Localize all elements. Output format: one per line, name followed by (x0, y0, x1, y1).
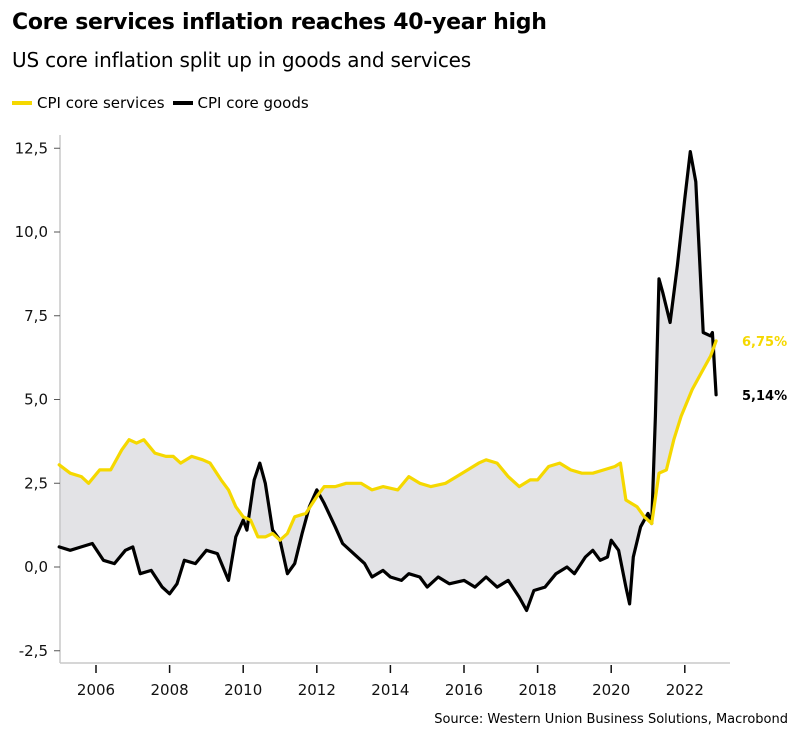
series-line-cpi-core-services (57, 339, 718, 542)
x-tick-label: 2022 (666, 681, 704, 699)
legend: CPI core services CPI core goods (12, 94, 317, 112)
chart-subtitle: US core inflation split up in goods and … (12, 48, 471, 72)
legend-swatch-goods (172, 101, 193, 105)
y-tick-label: 0,0 (24, 558, 48, 576)
legend-label-goods: CPI core goods (197, 94, 309, 112)
y-axis-ticks: -2,5 0,0 2,5 5,0 7,5 10,0 12,5 (15, 139, 60, 660)
x-tick-label: 2008 (151, 681, 189, 699)
y-tick-label: 7,5 (24, 307, 48, 325)
y-tick-label: -2,5 (19, 642, 48, 660)
legend-swatch-services (12, 101, 32, 105)
x-tick-label: 2010 (224, 681, 262, 699)
end-labels: 6,75% 5,14% (742, 335, 787, 404)
y-tick-label: 10,0 (15, 223, 48, 241)
end-label-goods: 5,14% (742, 389, 787, 404)
x-tick-label: 2006 (77, 681, 115, 699)
x-tick-label: 2016 (445, 681, 483, 699)
fill-area-polygon (59, 155, 717, 609)
end-label-services: 6,75% (742, 335, 787, 350)
legend-item-goods: CPI core goods (172, 94, 309, 112)
series-lines (57, 150, 718, 613)
chart-title: Core services inflation reaches 40-year … (12, 10, 547, 35)
legend-item-services: CPI core services (12, 94, 165, 112)
x-tick-label: 2014 (371, 681, 409, 699)
x-tick-label: 2018 (519, 681, 557, 699)
legend-label-services: CPI core services (37, 94, 165, 112)
y-tick-label: 5,0 (24, 391, 48, 409)
y-tick-label: 2,5 (24, 474, 48, 492)
x-tick-label: 2020 (592, 681, 630, 699)
x-axis-ticks: 2006 2008 2010 2012 2014 2016 2018 2020 2022 (77, 665, 704, 699)
y-tick-label: 12,5 (15, 139, 48, 157)
fill-between-area (59, 155, 717, 609)
x-tick-label: 2012 (298, 681, 336, 699)
source-note: Source: Western Union Business Solutions… (434, 712, 788, 727)
